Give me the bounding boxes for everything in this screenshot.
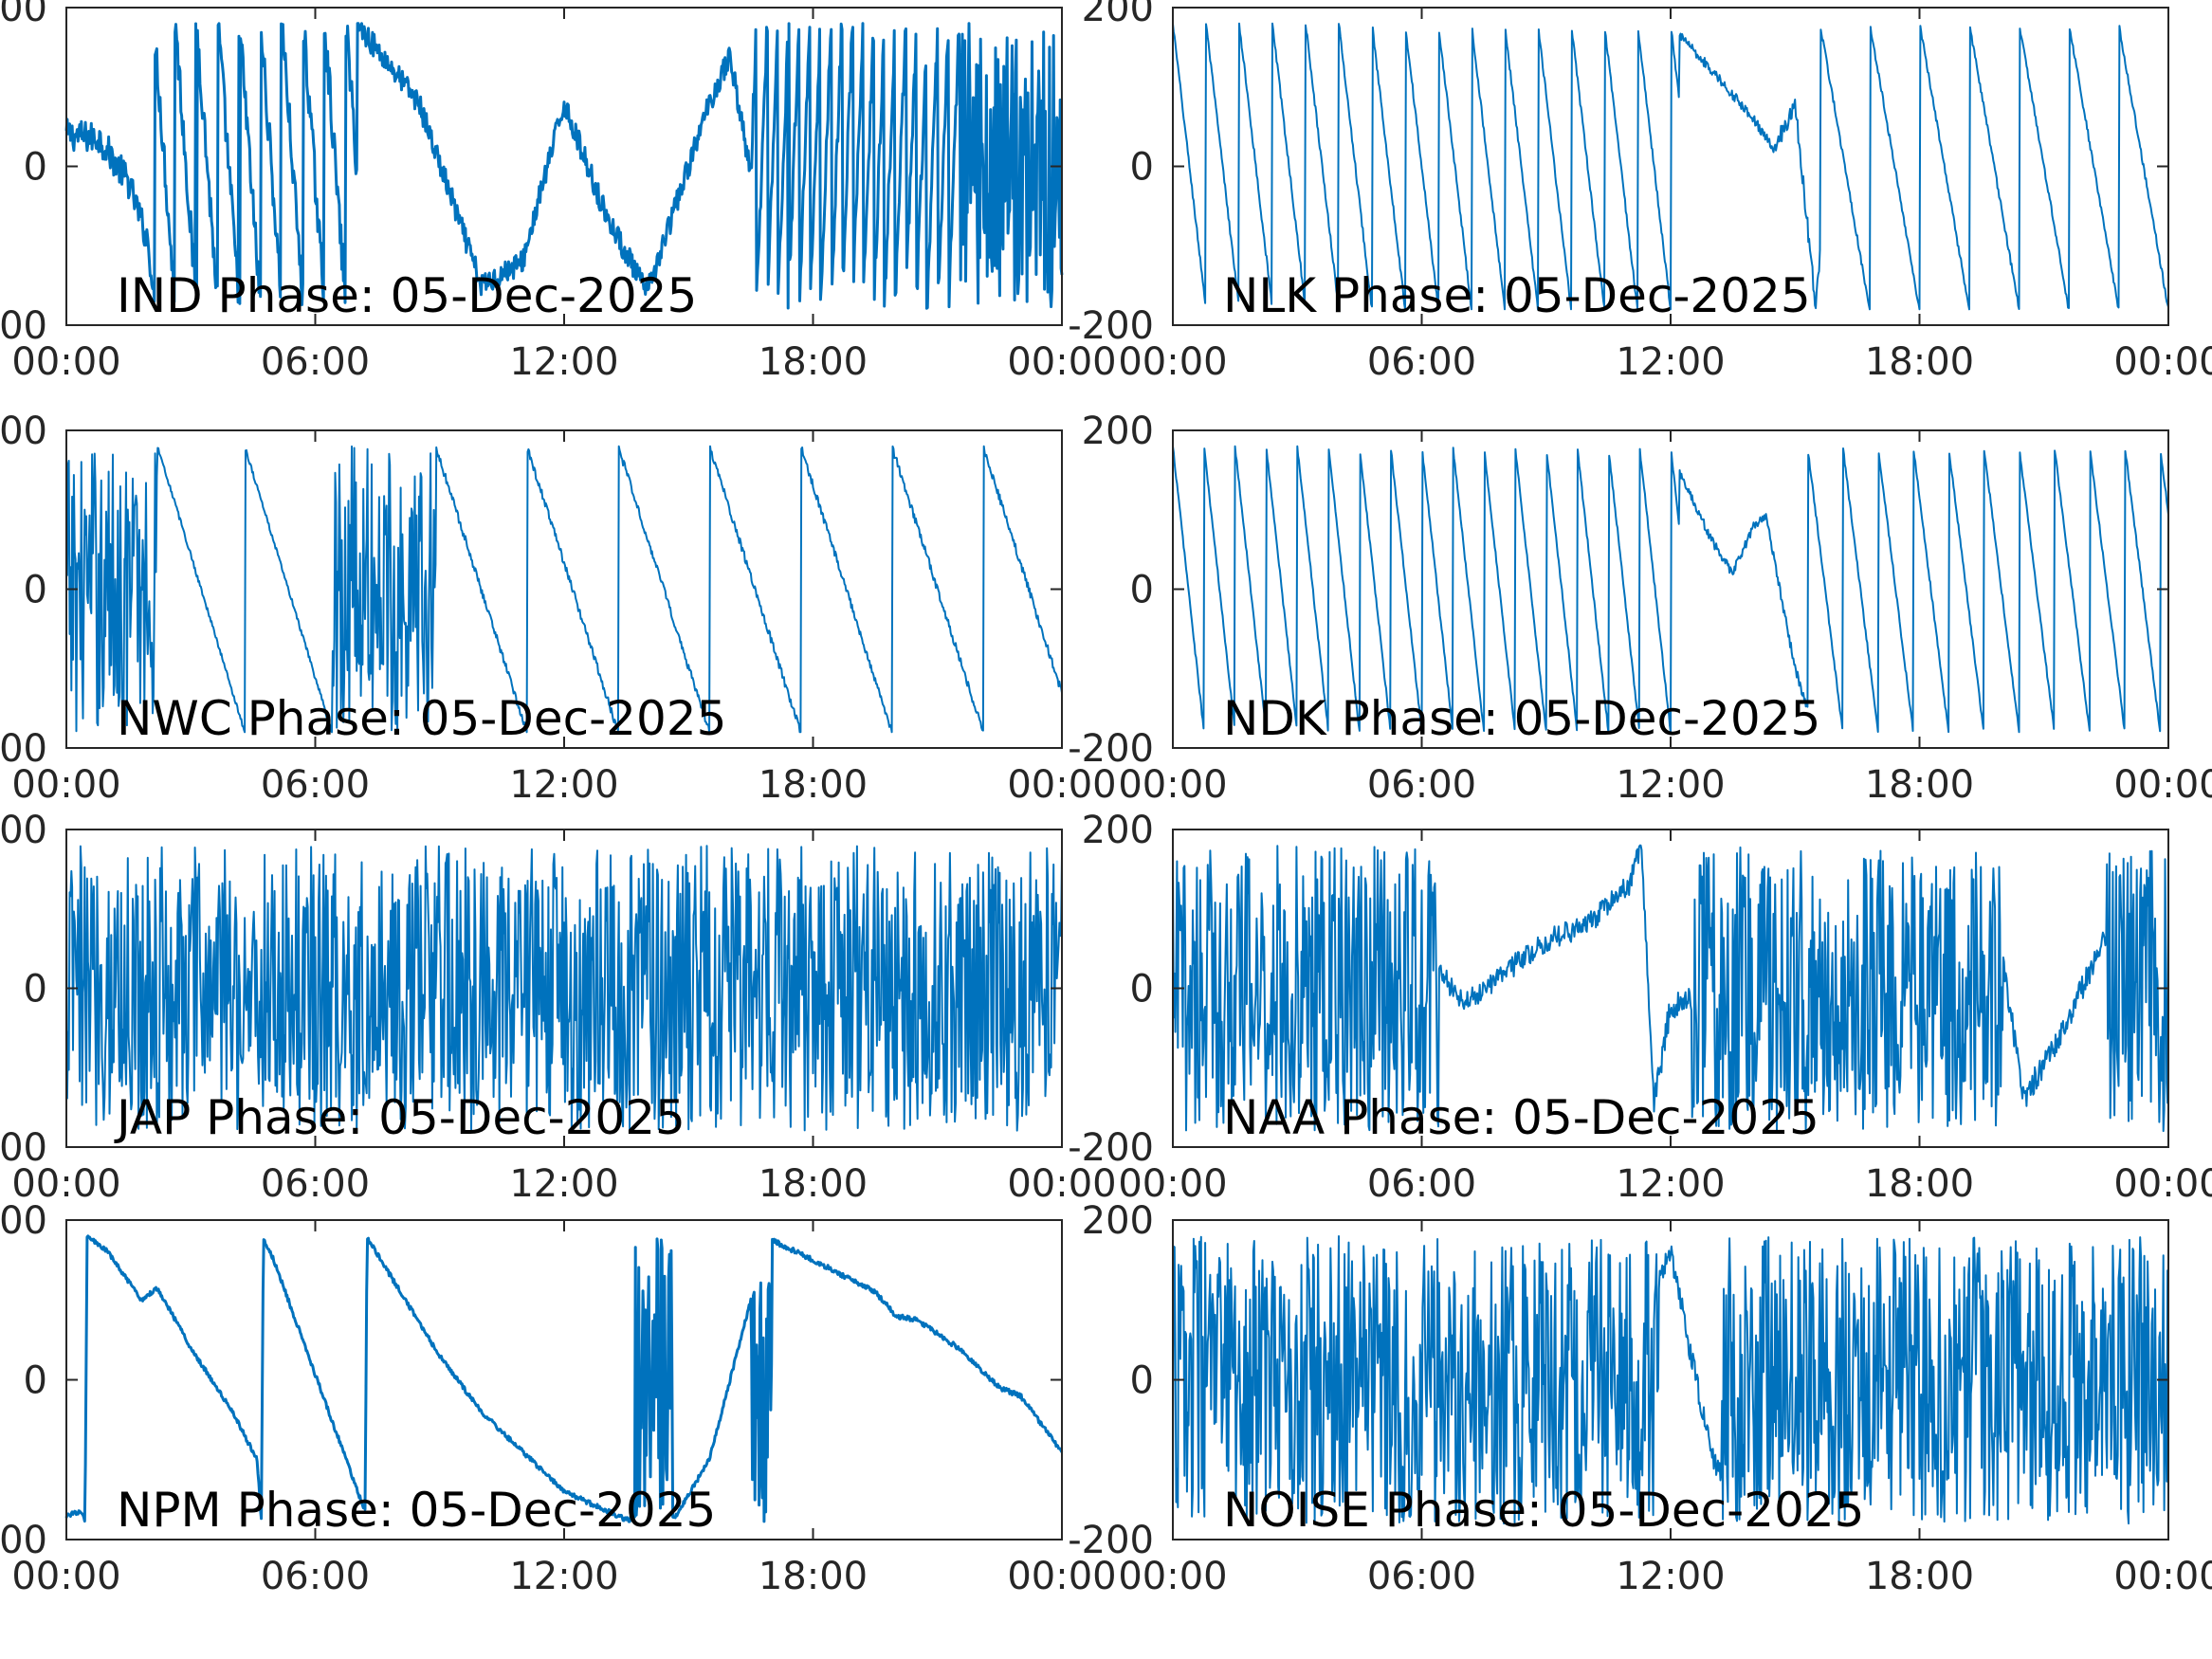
y-tick-label: 0 [24, 1359, 47, 1403]
y-tick-label: -200 [0, 727, 47, 771]
x-tick-label: 18:00 [1865, 1162, 1974, 1206]
series-line-ind [64, 22, 1064, 310]
x-tick-label: 00:00 [1118, 340, 1227, 384]
x-tick-label: 00:00 [2113, 340, 2212, 384]
y-tick-label: 200 [1082, 0, 1154, 30]
x-tick-label: 12:00 [509, 763, 618, 807]
x-tick-label: 00:00 [1007, 1162, 1116, 1206]
panel-title: NPM Phase: 05-Dec-2025 [117, 1483, 716, 1538]
x-tick-label: 00:00 [11, 1555, 120, 1598]
x-tick-label: 12:00 [1616, 340, 1725, 384]
series-line-naa [1172, 844, 2169, 1133]
series-line-nlk [1172, 22, 2169, 311]
x-tick-label: 18:00 [759, 1555, 868, 1598]
x-tick-label: 00:00 [2113, 1555, 2212, 1598]
x-tick-label: 12:00 [509, 340, 618, 384]
panel-title: NDK Phase: 05-Dec-2025 [1223, 691, 1820, 746]
x-tick-label: 18:00 [1865, 763, 1974, 807]
panel-title: NLK Phase: 05-Dec-2025 [1223, 268, 1811, 323]
y-tick-label: 200 [0, 410, 47, 453]
x-tick-label: 06:00 [261, 763, 370, 807]
panel-title: NWC Phase: 05-Dec-2025 [117, 691, 726, 746]
x-tick-label: 06:00 [261, 340, 370, 384]
panel-title: JAP Phase: 05-Dec-2025 [114, 1090, 686, 1145]
y-tick-label: -200 [1068, 1519, 1154, 1562]
x-tick-label: 00:00 [11, 1162, 120, 1206]
y-tick-label: -200 [1068, 727, 1154, 771]
series-line-npm [64, 1234, 1064, 1523]
x-tick-label: 06:00 [1367, 1162, 1476, 1206]
x-tick-label: 06:00 [1367, 763, 1476, 807]
y-tick-label: -200 [0, 1126, 47, 1170]
x-tick-label: 18:00 [759, 1162, 868, 1206]
panel-title: NAA Phase: 05-Dec-2025 [1223, 1090, 1819, 1145]
x-tick-label: 18:00 [759, 763, 868, 807]
y-tick-label: -200 [1068, 304, 1154, 348]
series-line-noise [1172, 1235, 2169, 1525]
y-tick-label: -200 [1068, 1126, 1154, 1170]
x-tick-label: 06:00 [1367, 340, 1476, 384]
y-tick-label: 200 [1082, 410, 1154, 453]
y-tick-label: 0 [1130, 569, 1154, 612]
x-tick-label: 06:00 [1367, 1555, 1476, 1598]
series-line-nwc [65, 445, 1063, 734]
y-tick-label: 0 [24, 146, 47, 190]
y-tick-label: 200 [0, 1199, 47, 1243]
x-tick-label: 00:00 [2113, 763, 2212, 807]
y-tick-label: 0 [1130, 146, 1154, 190]
y-tick-label: 200 [1082, 809, 1154, 852]
y-tick-label: 0 [24, 968, 47, 1012]
x-tick-label: 00:00 [1007, 1555, 1116, 1598]
x-tick-label: 12:00 [509, 1162, 618, 1206]
x-tick-label: 00:00 [11, 763, 120, 807]
y-tick-label: 200 [0, 809, 47, 852]
y-tick-label: 0 [1130, 968, 1154, 1012]
x-tick-label: 00:00 [1118, 1162, 1227, 1206]
y-tick-label: 0 [24, 569, 47, 612]
x-tick-label: 00:00 [2113, 1162, 2212, 1206]
y-tick-label: 0 [1130, 1359, 1154, 1403]
y-tick-label: -200 [0, 304, 47, 348]
panel-title: NOISE Phase: 05-Dec-2025 [1223, 1483, 1864, 1538]
x-tick-label: 00:00 [1118, 1555, 1227, 1598]
x-tick-label: 18:00 [759, 340, 868, 384]
series-line-ndk [1172, 445, 2169, 734]
x-tick-label: 12:00 [1616, 1555, 1725, 1598]
x-tick-label: 00:00 [1007, 763, 1116, 807]
x-tick-label: 00:00 [1118, 763, 1227, 807]
x-tick-label: 00:00 [11, 340, 120, 384]
x-tick-label: 00:00 [1007, 340, 1116, 384]
x-tick-label: 06:00 [261, 1555, 370, 1598]
y-tick-label: -200 [0, 1519, 47, 1562]
panel-title: IND Phase: 05-Dec-2025 [117, 268, 697, 323]
x-tick-label: 12:00 [1616, 1162, 1725, 1206]
x-tick-label: 06:00 [261, 1162, 370, 1206]
y-tick-label: 200 [0, 0, 47, 30]
series-line-jap [65, 845, 1063, 1132]
x-tick-label: 18:00 [1865, 1555, 1974, 1598]
x-tick-label: 18:00 [1865, 340, 1974, 384]
x-tick-label: 12:00 [509, 1555, 618, 1598]
y-tick-label: 200 [1082, 1199, 1154, 1243]
x-tick-label: 12:00 [1616, 763, 1725, 807]
